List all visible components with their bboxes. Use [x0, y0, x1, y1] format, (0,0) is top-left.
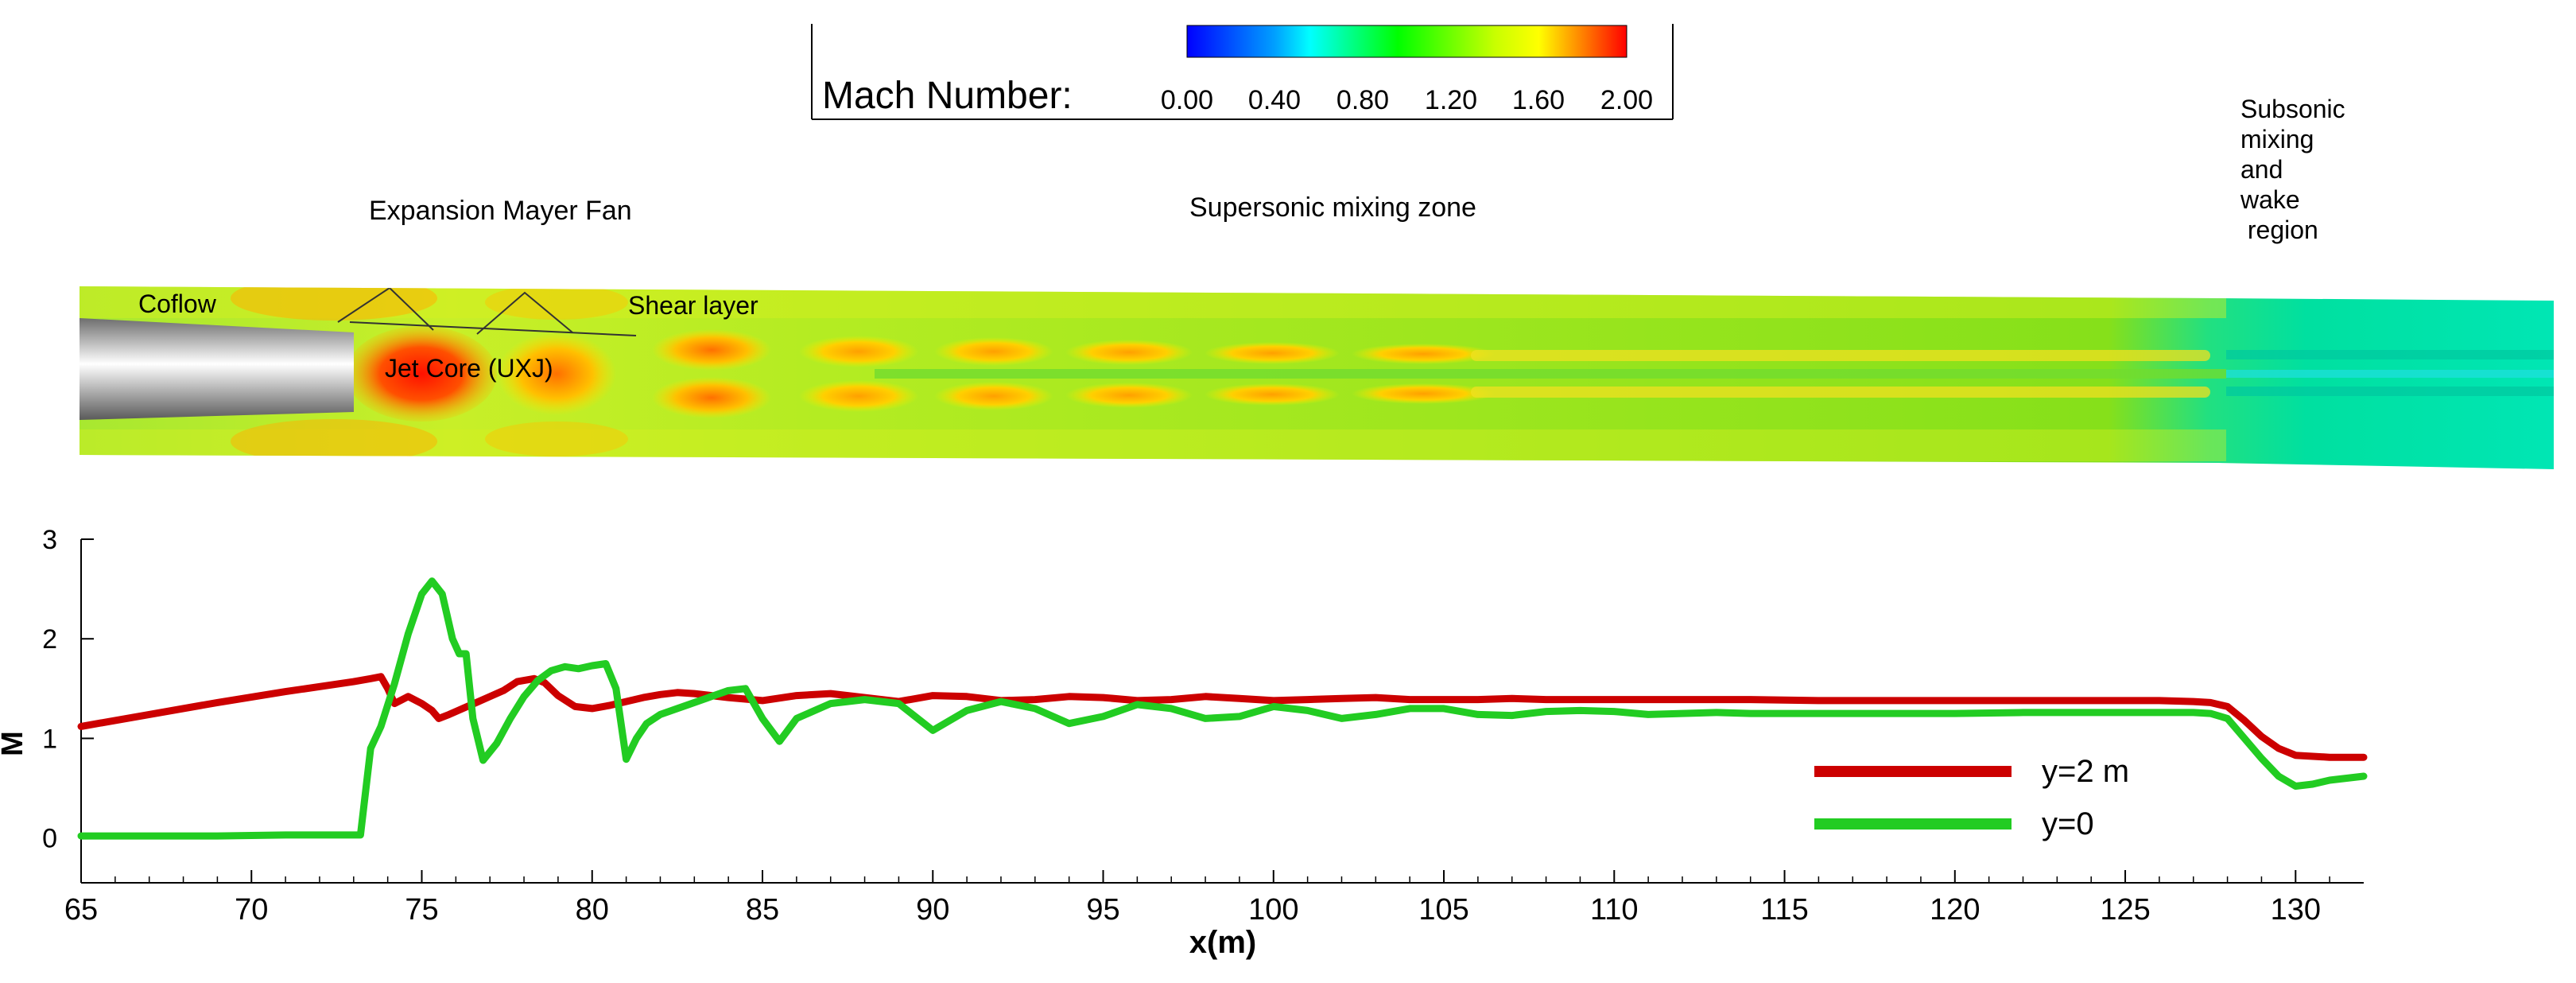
colorbar-tick: 0.40 — [1248, 85, 1301, 115]
colorbar-tick: 0.80 — [1336, 85, 1389, 115]
coflow-hot-region — [231, 419, 437, 464]
y-tick-label: 1 — [42, 724, 57, 754]
x-tick-label: 125 — [2100, 893, 2150, 927]
x-axis-label: x(m) — [1189, 925, 1256, 960]
label-jet-core: Jet Core (UXJ) — [385, 354, 553, 383]
y-tick-label: 0 — [42, 824, 57, 854]
y-ticks: 0 1 2 3 — [42, 525, 94, 854]
x-tick-label: 130 — [2271, 893, 2321, 927]
y-tick-label: 3 — [42, 525, 57, 555]
wake-streak — [2226, 350, 2554, 359]
x-tick-label: 120 — [1930, 893, 1980, 927]
x-tick-label: 115 — [1760, 893, 1809, 927]
nozzle — [80, 318, 354, 420]
colorbar-tick: 1.20 — [1425, 85, 1477, 115]
annotation-subsonic-region: Subsonic mixing and wake region — [2240, 95, 2345, 244]
annotation-subsonic-line: Subsonic — [2240, 95, 2345, 123]
shock-cell — [1352, 383, 1495, 404]
wake-streak — [2226, 387, 2554, 396]
shock-cell — [934, 382, 1053, 410]
shear-layer-line — [349, 321, 637, 336]
annotation-subsonic-line: region — [2240, 216, 2318, 244]
legend-label-y0: y=0 — [2042, 806, 2094, 841]
annotation-subsonic-line: mixing — [2240, 125, 2314, 153]
colorbar-tick: 0.00 — [1161, 85, 1213, 115]
legend: y=2 m y=0 — [1814, 754, 2129, 841]
x-tick-label: 75 — [405, 893, 438, 927]
colorbar-gradient — [1186, 25, 1627, 58]
shock-cell — [799, 336, 918, 367]
shock-cell — [652, 377, 771, 418]
x-tick-label: 90 — [916, 893, 949, 927]
jet-core-cell — [346, 326, 497, 422]
coflow-hot-region — [485, 286, 628, 320]
coflow-hot-region — [485, 422, 628, 457]
series-line-y0 — [77, 577, 2368, 840]
colorbar-legend: Mach Number: 0.00 0.40 0.80 1.20 1.60 2.… — [811, 24, 1674, 120]
x-tick-label: 100 — [1248, 893, 1298, 927]
y-tick-label: 2 — [42, 624, 57, 655]
mach-line-plot: 0 1 2 3 65 70 75 80 85 90 95 100 105 110 115 120 125 130… — [0, 525, 2368, 960]
x-tick-label: 85 — [746, 893, 779, 927]
mach-contour-field: Coflow Shear layer Jet Core (UXJ) — [80, 286, 2554, 469]
x-tick-label: 110 — [1590, 893, 1639, 927]
colorbar-label: Mach Number: — [822, 75, 1073, 117]
x-tick-label: 65 — [64, 893, 98, 927]
shock-cell — [1065, 383, 1193, 408]
annotation-subsonic-line: and — [2240, 155, 2283, 184]
shock-cell — [934, 337, 1053, 366]
coflow-band-lower — [80, 429, 2226, 461]
colorbar-tick: 2.00 — [1600, 85, 1653, 115]
annotation-supersonic-zone: Supersonic mixing zone — [1189, 192, 1476, 223]
shock-cell — [1352, 344, 1495, 364]
legend-label-y2m: y=2 m — [2042, 754, 2129, 789]
shock-cell — [652, 329, 771, 371]
x-tick-label: 70 — [235, 893, 268, 927]
x-tick-label: 105 — [1418, 893, 1468, 927]
jet-streak-upper — [1471, 350, 2210, 361]
annotation-expansion-fan: Expansion Mayer Fan — [369, 196, 632, 226]
jet-streak-lower — [1471, 387, 2210, 398]
colorbar-tick: 1.60 — [1512, 85, 1565, 115]
series-lines — [77, 577, 2368, 840]
expansion-fan-line — [476, 291, 573, 335]
y-axis-label: M — [0, 731, 29, 756]
label-shear-layer: Shear layer — [628, 291, 758, 320]
x-tick-label: 80 — [576, 893, 609, 927]
wake-centerline — [2226, 370, 2554, 378]
series-line-y2m — [77, 673, 2368, 761]
shock-cell — [1065, 340, 1193, 365]
coflow-hot-region — [231, 286, 437, 321]
shock-cell — [799, 380, 918, 412]
shock-cell — [1205, 383, 1340, 406]
jet-centerline — [875, 369, 2226, 379]
label-coflow: Coflow — [138, 289, 217, 318]
x-ticks: 65 70 75 80 85 90 95 100 105 110 115 120 125 130 — [64, 870, 2330, 927]
shock-cell — [1205, 342, 1340, 364]
jet-core-cell — [497, 332, 616, 415]
annotation-subsonic-line: wake — [2240, 185, 2300, 214]
x-tick-label: 95 — [1086, 893, 1119, 927]
